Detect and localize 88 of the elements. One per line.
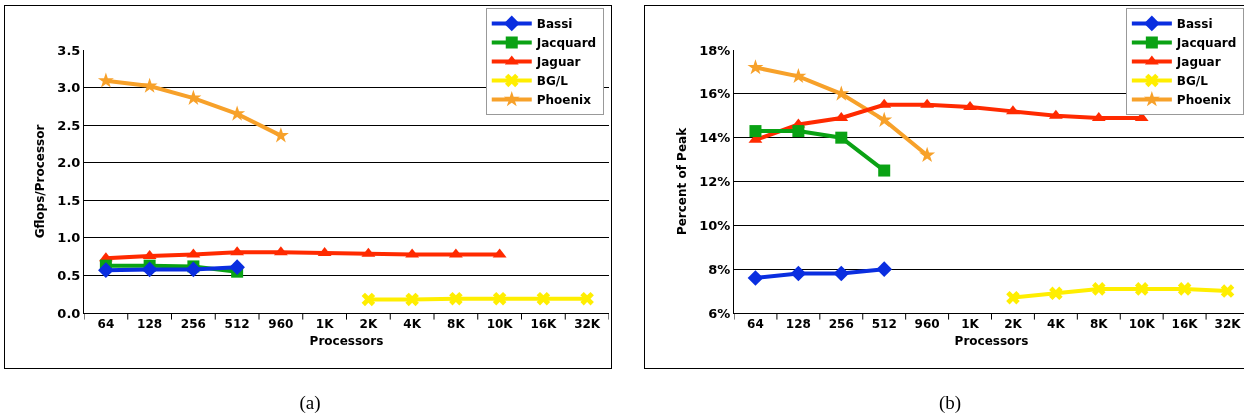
point: [361, 292, 376, 307]
x-tick-label: 1K: [315, 317, 335, 332]
x-tick-label: 960: [268, 317, 294, 332]
text: (a): [298, 392, 322, 414]
point: [449, 291, 463, 306]
y-tick-label: 18%: [699, 42, 731, 58]
point: [492, 291, 507, 306]
point: [1177, 282, 1192, 296]
point: [229, 259, 245, 275]
x-tick-label: 960: [914, 317, 940, 332]
point: [1006, 105, 1020, 115]
point: [536, 291, 551, 306]
point: [747, 59, 764, 75]
x-tick-label: 32K: [1214, 317, 1242, 332]
y-tick-label: 10%: [699, 217, 731, 233]
point: [790, 265, 807, 282]
x-tick-label: 128: [785, 317, 811, 332]
x-tick-label: 512: [224, 317, 250, 332]
legend-label: Jaguar: [1175, 55, 1221, 70]
x-tick-label: 10K: [1128, 317, 1156, 332]
point: [835, 131, 848, 144]
y-tick-label: 6%: [708, 305, 731, 321]
point: [97, 72, 114, 88]
point: [405, 292, 419, 307]
y-tick-label: 16%: [699, 86, 731, 102]
y-axis-title: Percent of Peak: [674, 126, 689, 236]
point: [1006, 290, 1020, 305]
point: [185, 261, 202, 278]
point: [792, 125, 805, 138]
point: [98, 262, 114, 278]
point: [919, 146, 936, 162]
point: [790, 67, 807, 84]
x-tick-label: 512: [871, 317, 897, 332]
point: [878, 164, 891, 177]
y-tick-label: 14%: [699, 130, 731, 146]
x-tick-label: 128: [137, 317, 163, 332]
legend-label: Phoenix: [1176, 93, 1232, 108]
x-tick-label: 64: [747, 317, 764, 332]
x-tick-label: 4K: [403, 317, 422, 332]
y-axis-title: Gflops/Processor: [32, 124, 47, 239]
x-tick-label: 1K: [961, 317, 980, 332]
point: [1049, 286, 1063, 301]
point: [963, 100, 977, 110]
legend-label: BG/L: [1176, 74, 1209, 89]
x-axis-title: Processors: [309, 334, 384, 349]
y-tick-label: 8%: [708, 261, 731, 277]
y-tick-label: 2.5: [57, 117, 81, 133]
legend-label: Phoenix: [536, 93, 592, 108]
point: [876, 111, 893, 127]
point: [141, 261, 158, 278]
x-tick-label: 2K: [359, 317, 378, 332]
legend-label: Bassi: [1176, 17, 1213, 32]
y-tick-label: 3.0: [57, 80, 81, 96]
x-tick-label: 4K: [1047, 317, 1066, 332]
legend-label: Jacquard: [1175, 36, 1237, 51]
y-tick-label: 3.5: [57, 42, 81, 58]
y-tick-label: 12%: [699, 174, 731, 190]
y-tick-label: 0.5: [57, 267, 81, 283]
x-tick-label: 16K: [1171, 317, 1199, 332]
x-tick-label: 10K: [486, 317, 514, 332]
x-tick-label: 8K: [1089, 317, 1109, 332]
x-tick-label: 2K: [1004, 317, 1023, 332]
x-tick-label: 256: [180, 317, 206, 332]
point: [747, 270, 764, 286]
legend-label: Jacquard: [535, 36, 597, 51]
y-tick-label: 2.0: [57, 155, 81, 171]
point: [749, 125, 762, 138]
text: (b): [937, 392, 963, 414]
legend-label: Jaguar: [535, 55, 581, 70]
point: [876, 261, 893, 277]
x-tick-label: 16K: [530, 317, 558, 332]
y-tick-label: 0.0: [57, 305, 81, 321]
y-tick-label: 1.5: [57, 192, 81, 208]
point: [833, 265, 850, 282]
legend-label: Bassi: [536, 17, 573, 32]
point: [272, 127, 289, 143]
x-tick-label: 256: [828, 317, 854, 332]
point: [580, 291, 594, 306]
x-tick-label: 32K: [574, 317, 601, 332]
point: [1092, 282, 1106, 296]
point: [1134, 282, 1149, 296]
x-axis-title: Processors: [954, 334, 1029, 349]
legend-label: BG/L: [536, 74, 569, 89]
x-tick-label: 8K: [447, 317, 466, 332]
y-tick-label: 1.0: [57, 230, 81, 246]
point: [141, 77, 158, 93]
x-tick-label: 64: [97, 317, 115, 332]
point: [1220, 284, 1235, 298]
